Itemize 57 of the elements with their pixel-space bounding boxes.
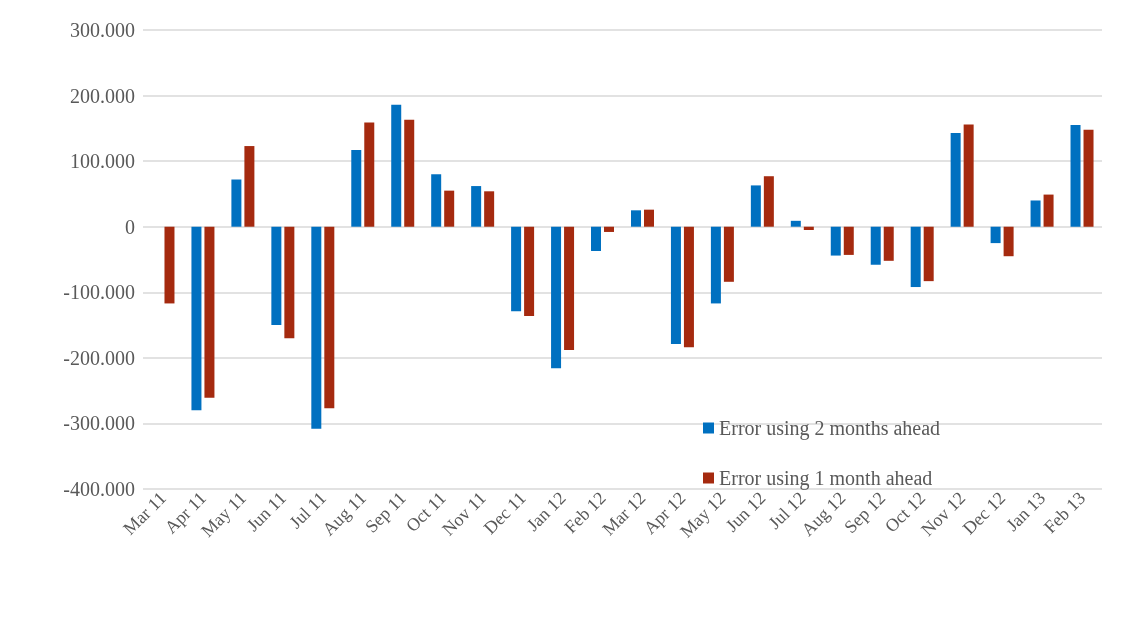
bar <box>204 226 215 398</box>
bar <box>923 226 934 282</box>
bar <box>271 226 282 326</box>
y-tick-label: 0 <box>125 215 135 238</box>
bar <box>164 226 175 304</box>
bar <box>311 226 322 429</box>
bar <box>830 226 841 256</box>
bar <box>990 226 1001 244</box>
y-tick-label: 300.000 <box>70 19 135 41</box>
bar <box>750 185 761 227</box>
bar <box>404 119 415 227</box>
bar <box>604 226 615 232</box>
bar <box>790 220 801 227</box>
bar <box>1003 226 1014 257</box>
y-tick-label: -200.000 <box>63 346 135 369</box>
bar <box>244 146 255 227</box>
bar <box>524 226 535 316</box>
bar <box>643 209 654 227</box>
bar <box>231 179 242 227</box>
bar <box>870 226 881 265</box>
bar <box>630 210 641 227</box>
bar <box>284 226 295 339</box>
bar <box>484 191 495 227</box>
bar <box>1043 194 1054 227</box>
bar <box>963 124 974 227</box>
bar <box>1030 200 1041 227</box>
y-tick-label: 100.000 <box>70 150 135 173</box>
bar <box>803 226 814 230</box>
bar <box>723 226 734 282</box>
bar <box>391 104 402 227</box>
bar <box>191 226 202 411</box>
y-tick-label: -300.000 <box>63 412 135 435</box>
bar <box>883 226 894 261</box>
bar <box>710 226 721 304</box>
bar <box>351 150 362 227</box>
bar <box>763 176 774 227</box>
bar <box>1070 125 1081 227</box>
bar <box>471 186 482 227</box>
bar <box>591 226 602 251</box>
bar <box>444 190 455 227</box>
bar <box>564 226 575 350</box>
bar <box>431 174 442 227</box>
bar <box>324 226 335 409</box>
bar <box>670 226 681 345</box>
bar <box>364 122 375 227</box>
y-tick-label: 200.000 <box>70 84 135 107</box>
bar <box>950 132 961 227</box>
bar <box>843 226 854 255</box>
y-tick-label: -400.000 <box>63 478 135 500</box>
bar <box>551 226 562 369</box>
bar <box>1083 129 1094 227</box>
bar <box>683 226 694 348</box>
y-tick-label: -100.000 <box>63 281 135 304</box>
legend-label: Error using 1 month ahead <box>719 467 933 490</box>
bar <box>910 226 921 288</box>
legend-label: Error using 2 months ahead <box>719 417 941 440</box>
bar <box>511 226 522 312</box>
